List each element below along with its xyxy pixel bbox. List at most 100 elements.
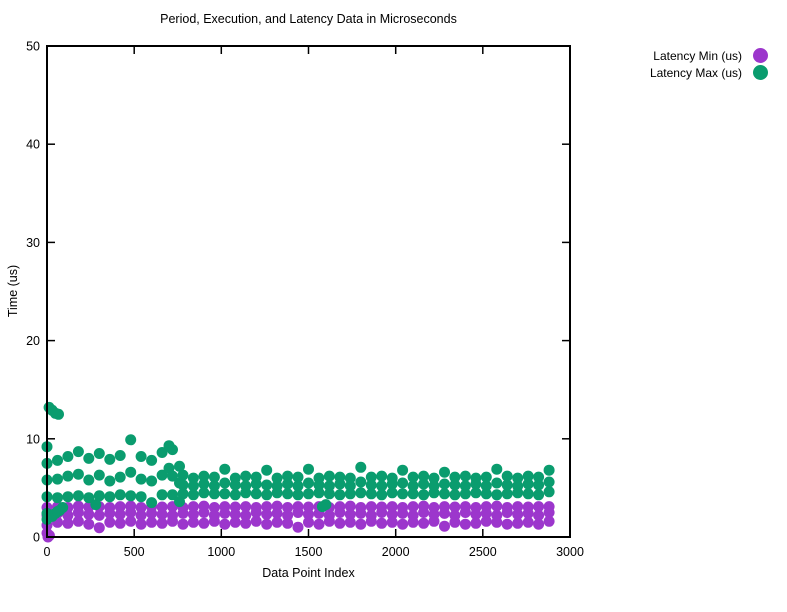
data-point [271, 516, 283, 528]
data-point [470, 508, 482, 520]
data-point [62, 470, 74, 482]
data-point [156, 489, 168, 501]
data-point [282, 478, 294, 490]
data-point [501, 488, 513, 500]
data-point [376, 470, 388, 482]
data-point [397, 507, 409, 519]
data-point [439, 478, 450, 490]
data-point [146, 454, 158, 466]
data-point [208, 488, 220, 500]
data-point [428, 515, 440, 527]
data-point [229, 508, 241, 520]
data-point [282, 488, 294, 500]
data-point [125, 434, 137, 446]
data-point [355, 461, 367, 473]
data-point [72, 515, 84, 527]
data-point [407, 516, 419, 528]
data-point [418, 517, 430, 529]
data-point [407, 480, 419, 492]
data-point [386, 516, 398, 528]
data-point [208, 471, 220, 483]
data-point [376, 507, 388, 518]
data-point [533, 471, 545, 483]
y-tick-label: 20 [26, 334, 40, 348]
data-point [313, 479, 325, 491]
data-point [167, 515, 178, 527]
data-point [104, 507, 116, 519]
data-point [52, 492, 63, 504]
data-point [439, 466, 450, 478]
data-point [174, 460, 185, 472]
data-point [114, 508, 126, 520]
data-point [512, 472, 524, 484]
data-point [177, 479, 189, 491]
data-point [219, 518, 231, 530]
data-point [501, 518, 513, 530]
data-point [512, 501, 524, 513]
data-point [355, 518, 367, 530]
data-point [198, 478, 210, 490]
data-point [271, 507, 283, 519]
data-point [459, 480, 471, 492]
data-point [156, 517, 168, 529]
data-point [470, 478, 482, 490]
data-point [167, 470, 178, 482]
data-point [72, 468, 84, 480]
data-point [83, 492, 95, 504]
data-point [439, 507, 450, 519]
data-point [491, 463, 503, 475]
data-point [146, 507, 158, 519]
data-point [313, 518, 325, 530]
legend: Latency Min (us) Latency Max (us) [620, 48, 768, 80]
data-point [522, 516, 534, 528]
data-point [198, 470, 210, 482]
data-point [114, 471, 126, 483]
data-point [512, 508, 524, 520]
data-point [480, 471, 492, 483]
data-point [522, 478, 534, 490]
data-point [543, 476, 555, 488]
data-point [135, 509, 147, 521]
data-point [62, 517, 74, 529]
data-point [407, 488, 419, 500]
data-point [439, 520, 450, 532]
data-point [491, 477, 503, 489]
data-point [250, 488, 262, 500]
data-point [397, 464, 409, 476]
data-point [104, 491, 116, 503]
data-point [418, 478, 430, 490]
data-point [334, 507, 346, 518]
data-point [355, 507, 367, 519]
data-point [459, 470, 471, 482]
data-point [125, 515, 137, 527]
data-point [470, 517, 482, 529]
data-point [83, 508, 95, 520]
data-point [501, 479, 513, 491]
data-point [386, 478, 398, 490]
data-point [292, 489, 304, 501]
legend-label-latency-max: Latency Max (us) [649, 65, 742, 80]
data-point [323, 488, 335, 500]
data-point [292, 521, 304, 533]
data-point [93, 509, 105, 521]
data-point [114, 450, 126, 461]
y-tick-label: 10 [26, 432, 40, 446]
plot-border [46, 45, 571, 538]
data-point [522, 488, 534, 500]
x-tick-label: 3000 [556, 545, 584, 559]
chart-title: Period, Execution, and Latency Data in M… [160, 12, 457, 26]
data-point [334, 489, 346, 501]
data-point [303, 463, 314, 475]
data-point [480, 480, 492, 492]
data-point [104, 516, 116, 528]
data-point [187, 508, 199, 520]
data-point [282, 509, 294, 521]
data-point [219, 488, 231, 500]
data-point [271, 487, 283, 499]
data-point [167, 444, 178, 456]
data-point [114, 517, 126, 529]
data-point [292, 471, 304, 483]
data-point [480, 507, 492, 519]
data-point [386, 508, 398, 520]
data-point [198, 507, 210, 518]
